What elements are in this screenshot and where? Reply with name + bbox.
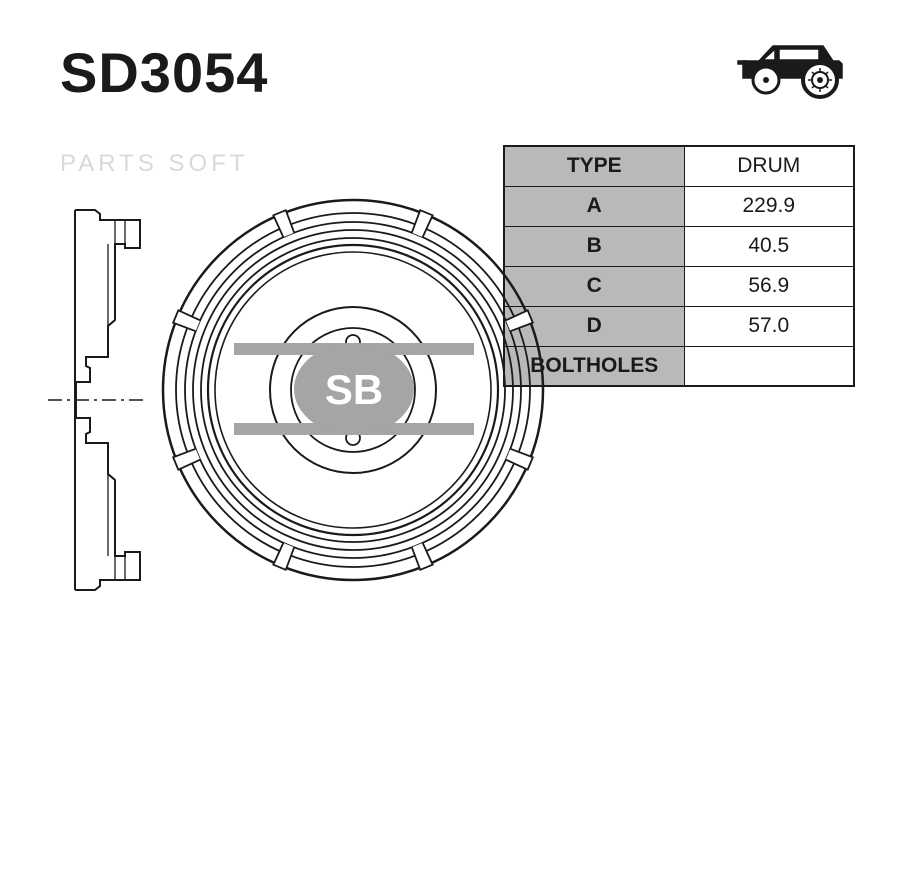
vehicle-rear-icon: [735, 38, 845, 100]
spec-value: 40.5: [684, 226, 854, 266]
drum-side-view-diagram: [40, 200, 150, 600]
table-row: A 229.9: [504, 186, 854, 226]
sb-brand-badge: SB: [234, 343, 474, 435]
badge-text: SB: [325, 366, 383, 413]
spec-value: 56.9: [684, 266, 854, 306]
spec-value: [684, 346, 854, 386]
spec-table: TYPE DRUM A 229.9 B 40.5 C 56.9 D 57.0 B…: [503, 145, 855, 387]
table-row: C 56.9: [504, 266, 854, 306]
spec-value: DRUM: [684, 146, 854, 186]
table-row: B 40.5: [504, 226, 854, 266]
spec-label: TYPE: [504, 146, 684, 186]
page: SD3054 PARTS SOFT TYPE DRUM: [0, 0, 900, 873]
table-row: D 57.0: [504, 306, 854, 346]
table-row: TYPE DRUM: [504, 146, 854, 186]
table-row: BOLTHOLES: [504, 346, 854, 386]
spec-value: 229.9: [684, 186, 854, 226]
watermark-text: PARTS SOFT: [60, 150, 248, 178]
part-number-title: SD3054: [60, 40, 268, 105]
spec-value: 57.0: [684, 306, 854, 346]
